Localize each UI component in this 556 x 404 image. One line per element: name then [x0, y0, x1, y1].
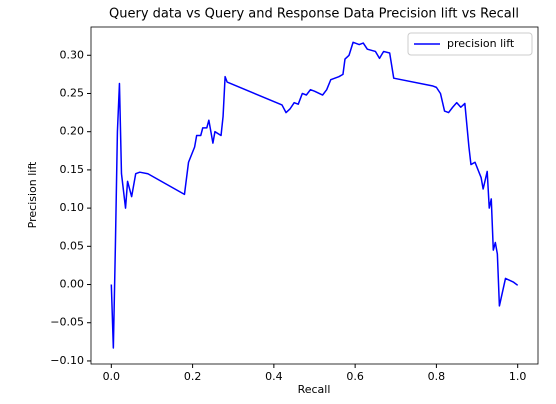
x-tick-label: 0.2: [184, 370, 202, 383]
legend-box: [407, 32, 533, 56]
y-tick-label: 0.00: [60, 278, 85, 291]
x-tick-label: 0.4: [265, 370, 283, 383]
y-axis-label: Precision lift: [26, 161, 39, 228]
y-tick-label: −0.05: [50, 316, 84, 329]
y-tick-label: 0.15: [60, 163, 85, 176]
x-tick-label: 0.8: [428, 370, 446, 383]
y-tick-label: 0.05: [60, 239, 85, 252]
line-series: [110, 41, 519, 349]
y-tick-label: 0.20: [60, 125, 85, 138]
y-tick-label: −0.10: [50, 354, 84, 367]
y-tick-label: 0.10: [60, 201, 85, 214]
y-tick-label: 0.25: [60, 86, 85, 99]
x-axis-label: Recall: [298, 383, 331, 396]
x-tick-label: 0.6: [346, 370, 364, 383]
legend-label: precision lift: [447, 37, 515, 50]
chart-title: Query data vs Query and Response Data Pr…: [109, 7, 519, 22]
x-tick-label: 1.0: [509, 370, 527, 383]
plot-frame: [90, 26, 539, 365]
y-tick-label: 0.30: [60, 48, 85, 61]
x-tick-label: 0.0: [103, 370, 121, 383]
